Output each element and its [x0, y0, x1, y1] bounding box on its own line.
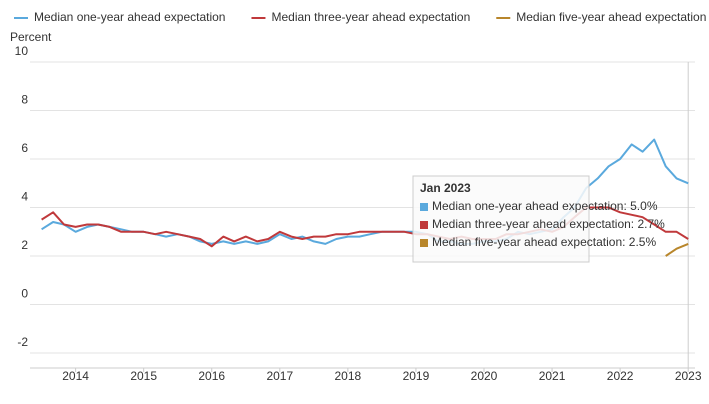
x-tick-label: 2019	[403, 369, 430, 383]
tooltip-line: Median three-year ahead expectation: 2.7…	[432, 217, 665, 231]
tooltip-line: Median five-year ahead expectation: 2.5%	[432, 235, 656, 249]
tooltip-line: Median one-year ahead expectation: 5.0%	[432, 199, 658, 213]
x-tick-label: 2022	[607, 369, 634, 383]
y-tick-label: 2	[21, 238, 28, 252]
x-tick-label: 2023	[675, 369, 702, 383]
y-axis-label: Percent	[10, 30, 52, 44]
x-tick-label: 2018	[335, 369, 362, 383]
legend-label: Median five-year ahead expectation	[516, 10, 706, 24]
y-tick-label: 10	[15, 44, 29, 58]
legend-label: Median one-year ahead expectation	[34, 10, 225, 24]
tooltip-swatch	[420, 203, 428, 211]
tooltip-swatch	[420, 239, 428, 247]
y-tick-label: 6	[21, 141, 28, 155]
x-tick-label: 2015	[130, 369, 157, 383]
tooltip: Jan 2023 Median one-year ahead expectatio…	[412, 175, 665, 263]
x-tick-label: 2016	[198, 369, 225, 383]
legend-label: Median three-year ahead expectation	[271, 10, 470, 24]
tooltip-swatch	[420, 221, 428, 229]
x-tick-label: 2021	[539, 369, 566, 383]
tooltip-title: Jan 2023	[420, 181, 471, 195]
x-tick-label: 2014	[62, 369, 89, 383]
y-tick-label: 4	[21, 190, 28, 204]
y-tick-label: 0	[21, 287, 28, 301]
y-tick-label: 8	[21, 93, 28, 107]
x-tick-label: 2017	[266, 369, 293, 383]
series-line	[665, 242, 689, 257]
y-tick-label: -2	[17, 335, 28, 349]
tooltip-box	[412, 175, 590, 263]
x-tick-label: 2020	[471, 369, 498, 383]
